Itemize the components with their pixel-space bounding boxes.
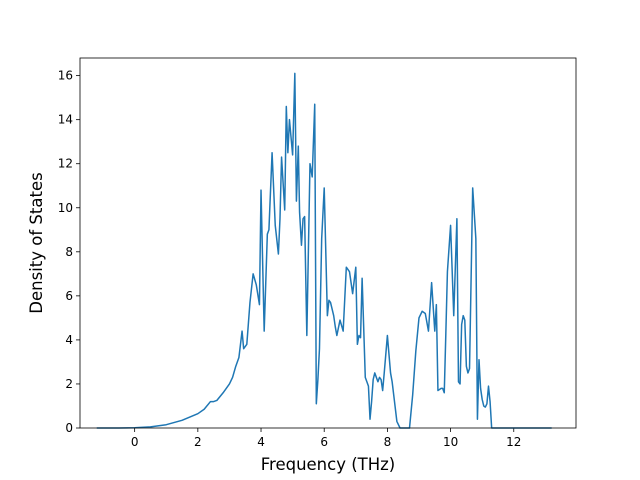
dos-series-line: [96, 72, 552, 429]
y-tick-label: 0: [65, 421, 73, 435]
x-axis-label: Frequency (THz): [261, 455, 396, 474]
x-tick-label: 8: [384, 435, 392, 449]
y-axis-ticks: 0 2 4 6 8 10 12 14 16: [58, 69, 80, 435]
y-tick-label: 14: [58, 113, 73, 127]
y-tick-label: 8: [65, 245, 73, 259]
y-tick-label: 6: [65, 289, 73, 303]
y-tick-label: 16: [58, 69, 73, 83]
y-axis-label: Density of States: [27, 172, 46, 313]
x-axis-ticks: 0 2 4 6 8 10 12: [131, 428, 521, 449]
x-tick-label: 10: [443, 435, 458, 449]
x-tick-label: 2: [194, 435, 202, 449]
plot-frame: [79, 57, 577, 429]
y-tick-label: 2: [65, 377, 73, 391]
y-tick-label: 4: [65, 333, 73, 347]
x-tick-label: 0: [131, 435, 139, 449]
y-tick-label: 10: [58, 201, 73, 215]
x-tick-label: 4: [257, 435, 265, 449]
plot-area: [80, 58, 576, 428]
x-tick-label: 12: [506, 435, 521, 449]
y-tick-label: 12: [58, 157, 73, 171]
x-tick-label: 6: [320, 435, 328, 449]
